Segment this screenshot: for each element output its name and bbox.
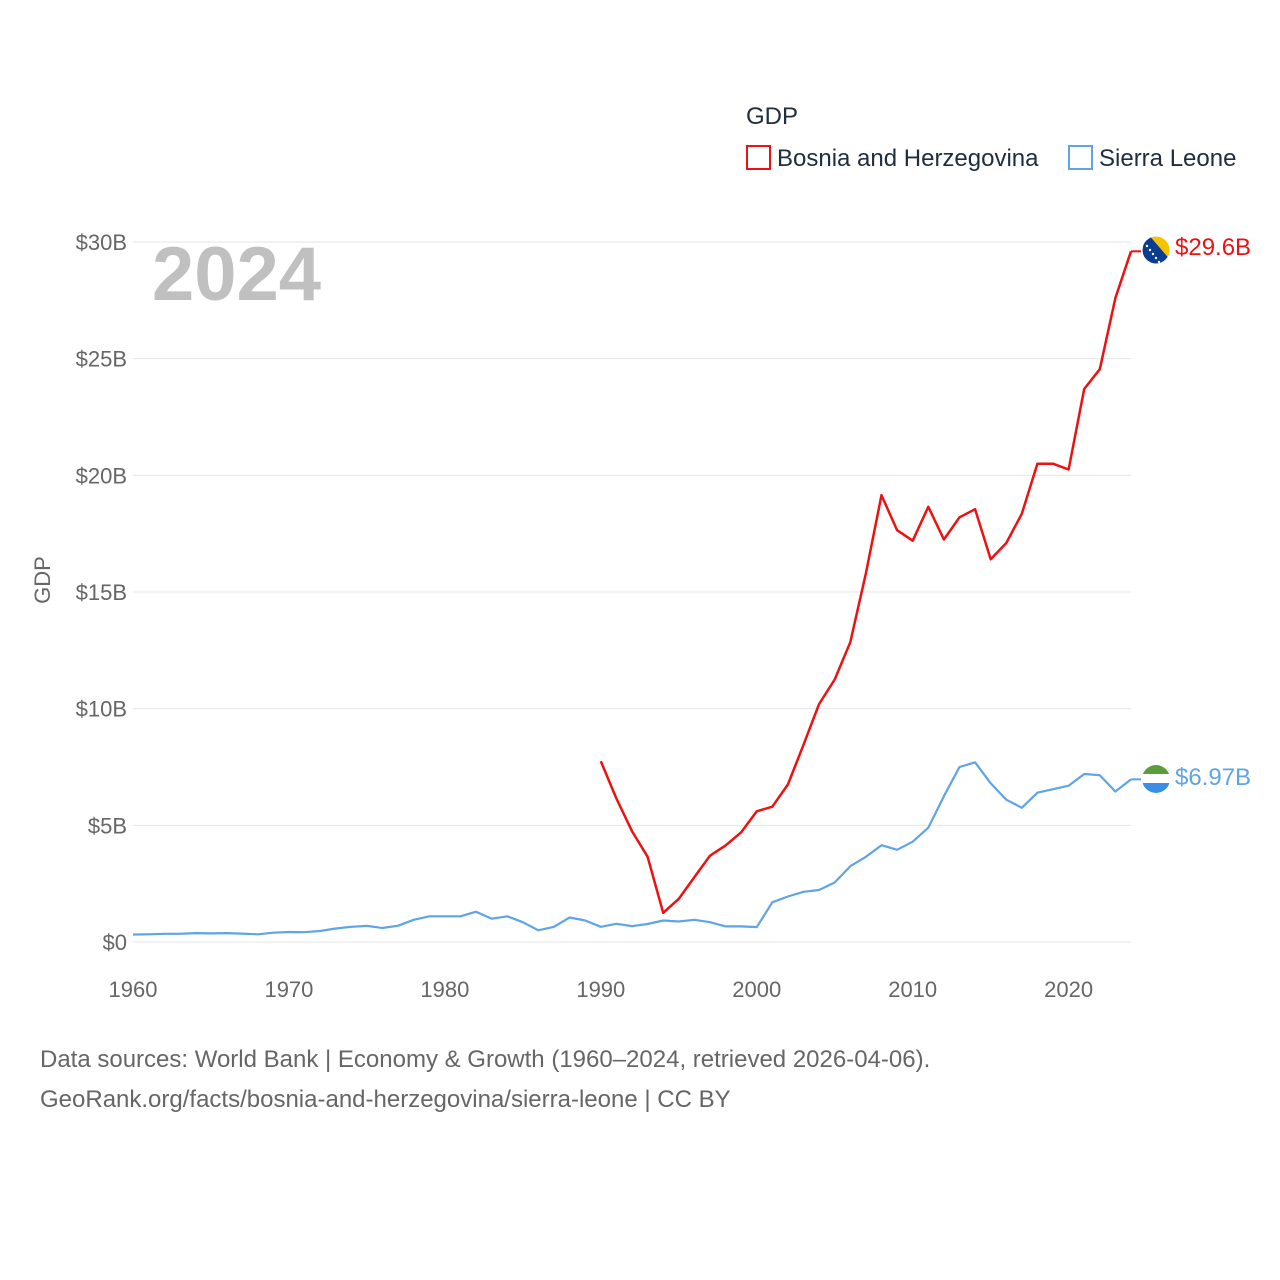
x-tick-label: 1990 — [576, 977, 625, 1002]
y-tick-label: $15B — [76, 580, 127, 605]
x-tick-label: 2020 — [1044, 977, 1093, 1002]
legend-item-sierra-leone[interactable]: Sierra Leone — [1068, 145, 1236, 172]
legend-label-sierra-leone: Sierra Leone — [1099, 145, 1236, 172]
bosnia-flag-icon — [1141, 235, 1171, 265]
data-source-note: Data sources: World Bank | Economy & Gro… — [40, 1040, 930, 1120]
end-label-sierra-leone: $6.97B — [1175, 764, 1251, 791]
y-tick-label: $30B — [76, 230, 127, 255]
x-tick-label: 2000 — [732, 977, 781, 1002]
source-line-2[interactable]: GeoRank.org/facts/bosnia-and-herzegovina… — [40, 1086, 731, 1113]
y-tick-label: $0 — [103, 930, 127, 955]
y-tick-label: $20B — [76, 463, 127, 488]
y-tick-label: $5B — [88, 813, 127, 838]
series-lines — [132, 250, 1141, 936]
legend-label-bosnia: Bosnia and Herzegovina — [777, 145, 1039, 172]
x-axis-ticks: 1960 1970 1980 1990 2000 2010 2020 — [109, 977, 1094, 1002]
legend-swatch-bosnia — [746, 145, 771, 170]
x-tick-label: 2010 — [888, 977, 937, 1002]
series-line-sierra-leone[interactable] — [132, 761, 1132, 936]
sierra-leone-flag-icon — [1142, 765, 1170, 793]
grid-lines — [133, 241, 1131, 943]
y-axis-ticks: $0 $5B $10B $15B $20B $25B $30B — [76, 230, 127, 955]
x-tick-label: 1970 — [264, 977, 313, 1002]
year-watermark: 2024 — [152, 232, 321, 317]
legend: GDP Bosnia and Herzegovina Sierra Leone — [746, 103, 1236, 172]
series-line-bosnia-and-herzegovina[interactable] — [599, 250, 1133, 915]
x-tick-label: 1960 — [109, 977, 158, 1002]
legend-swatch-sierra-leone — [1068, 145, 1093, 170]
x-tick-label: 1980 — [420, 977, 469, 1002]
legend-item-bosnia[interactable]: Bosnia and Herzegovina — [746, 145, 1039, 172]
legend-title: GDP — [746, 103, 798, 130]
y-tick-label: $10B — [76, 697, 127, 722]
y-axis-label: GDP — [30, 556, 55, 604]
end-label-bosnia: $29.6B — [1175, 234, 1251, 261]
y-tick-label: $25B — [76, 347, 127, 372]
source-line-1: Data sources: World Bank | Economy & Gro… — [40, 1046, 931, 1073]
